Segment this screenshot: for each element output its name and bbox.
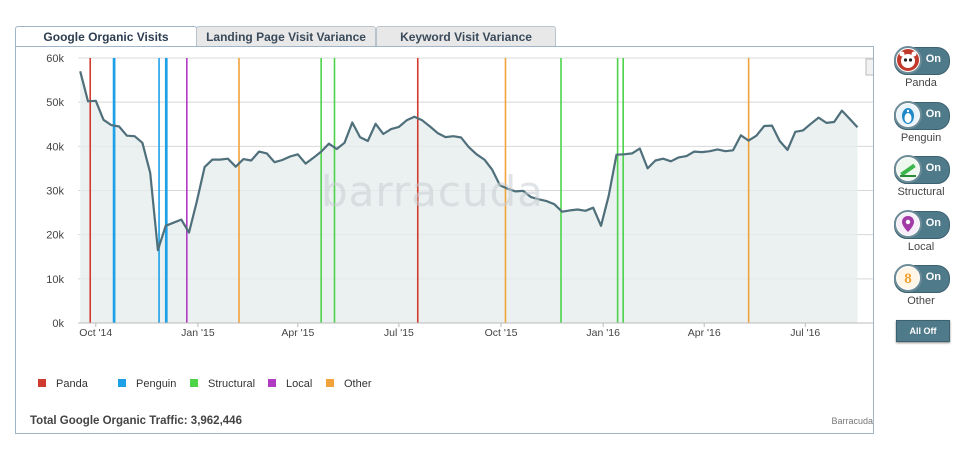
other-toggle-switch[interactable]: 8 On <box>894 264 950 293</box>
y-tick-label: 10k <box>46 274 64 286</box>
structural-toggle-switch[interactable]: On <box>894 155 950 184</box>
x-tick-label: Jan '16 <box>586 327 620 339</box>
series-line <box>79 71 859 252</box>
toggle-penguin: On Penguin <box>894 101 954 144</box>
penguin-toggle-state: On <box>925 108 941 120</box>
structural-icon <box>894 155 922 183</box>
chart-panel: 0k 10k 20k 30k 40k 50k 60k Oct '14 Jan '15 Apr '1… <box>15 46 874 434</box>
legend-swatch-local <box>268 379 276 387</box>
y-tick-label: 60k <box>46 53 64 65</box>
x-tick-label: Oct '15 <box>485 327 518 339</box>
other-icon: 8 <box>894 264 922 292</box>
chart-credit: Barracuda <box>831 416 873 426</box>
y-tick-label: 20k <box>46 230 64 242</box>
all-off-button[interactable]: All Off <box>896 320 950 342</box>
local-toggle-label: Local <box>907 241 935 253</box>
traffic-chart: 0k 10k 20k 30k 40k 50k 60k Oct '14 Jan '15 Apr '1… <box>38 53 873 390</box>
x-tick-label: Oct '14 <box>79 327 112 339</box>
tab-google-organic-visits[interactable]: Google Organic Visits <box>15 26 197 48</box>
panda-icon <box>894 46 922 74</box>
panda-toggle-switch[interactable]: On <box>894 46 950 75</box>
legend-label-penguin: Penguin <box>136 378 176 390</box>
toggle-structural: On Structural <box>894 155 954 198</box>
x-tick-label: Jul '16 <box>790 327 820 339</box>
penguin-toggle-switch[interactable]: On <box>894 101 950 130</box>
penguin-icon <box>894 101 922 129</box>
legend-swatch-penguin <box>118 379 126 387</box>
local-toggle-state: On <box>925 217 941 229</box>
export-icon <box>865 58 873 76</box>
x-tick-label: Jul '15 <box>384 327 414 339</box>
other-toggle-state: On <box>925 271 941 283</box>
legend-label-local: Local <box>286 378 312 390</box>
x-tick-label: Apr '15 <box>281 327 314 339</box>
toggle-local: On Local <box>894 210 954 253</box>
legend-label-other: Other <box>344 378 372 390</box>
panda-toggle-state: On <box>925 53 941 65</box>
total-traffic-text: Total Google Organic Traffic: 3,962,446 <box>30 415 242 427</box>
toggle-other: 8 On Other <box>894 264 954 307</box>
legend-swatch-panda <box>38 379 46 387</box>
penguin-toggle-label: Penguin <box>900 132 942 144</box>
legend-label-structural: Structural <box>208 378 255 390</box>
legend-label-panda: Panda <box>56 378 89 390</box>
local-toggle-switch[interactable]: On <box>894 210 950 239</box>
y-tick-label: 30k <box>46 186 64 198</box>
legend-swatch-other <box>326 379 334 387</box>
structural-toggle-label: Structural <box>897 186 945 198</box>
y-tick-label: 50k <box>46 97 64 109</box>
y-tick-label: 40k <box>46 141 64 153</box>
toggle-panda: On Panda <box>894 46 954 89</box>
panda-toggle-label: Panda <box>905 77 937 89</box>
y-tick-label: 0k <box>52 318 64 330</box>
legend-swatch-structural <box>190 379 198 387</box>
tab-keyword-visit-variance[interactable]: Keyword Visit Variance <box>376 26 556 47</box>
x-tick-label: Apr '16 <box>688 327 721 339</box>
local-icon <box>894 210 922 238</box>
svg-text:8: 8 <box>904 271 912 287</box>
series-area <box>80 71 858 323</box>
tab-landing-page-visit-variance[interactable]: Landing Page Visit Variance <box>196 26 376 47</box>
structural-toggle-state: On <box>925 162 941 174</box>
x-tick-label: Jan '15 <box>181 327 215 339</box>
other-toggle-label: Other <box>907 295 935 307</box>
